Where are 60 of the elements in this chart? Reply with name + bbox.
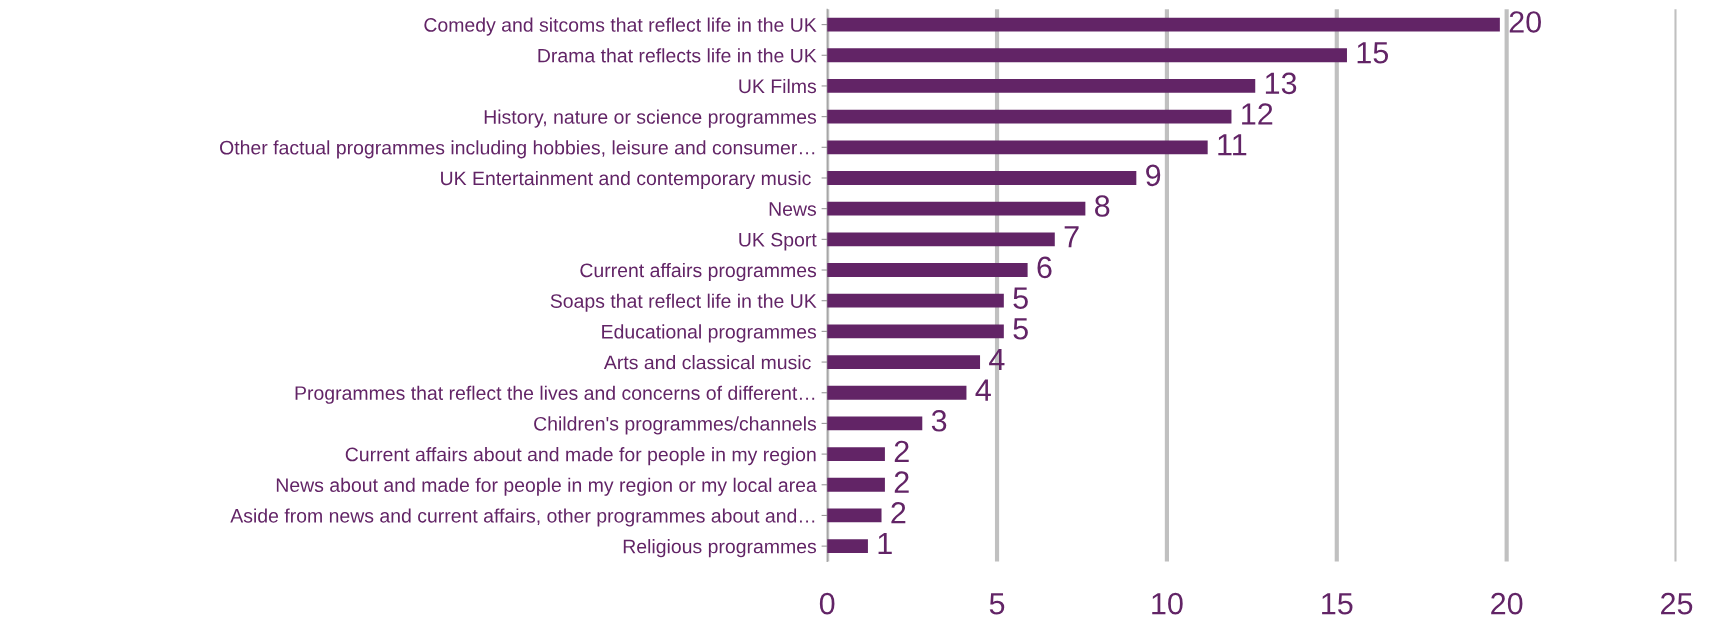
data-label: 5 — [1013, 287, 1028, 309]
y-tick-label: Religious programmes — [623, 539, 817, 558]
y-tick-label: Children's programmes/channels — [534, 416, 817, 435]
y-tick-label: Other factual programmes including hobbies, leisure and consumer… — [220, 140, 815, 159]
x-tick-label: 25 — [1661, 592, 1693, 615]
y-tick-label: Aside from news and current affairs, other programmes about and… — [230, 508, 815, 527]
bar — [827, 539, 868, 554]
bar — [827, 447, 885, 461]
data-label: 4 — [975, 379, 991, 401]
bar — [827, 48, 1347, 63]
bar — [827, 416, 923, 431]
y-tick-label: Arts and classical music — [603, 355, 811, 370]
y-tick-label: UK Sport — [739, 232, 817, 251]
data-label: 2 — [894, 471, 909, 493]
y-tick-label: News about and made for people in my region or my local area — [276, 477, 817, 496]
data-label: 8 — [1095, 195, 1110, 217]
y-tick-label: Drama that reflects life in the UK — [538, 48, 817, 63]
x-tick-label: 0 — [819, 592, 835, 615]
bar — [827, 385, 967, 400]
bar — [827, 232, 1055, 247]
data-label: 3 — [931, 409, 947, 432]
data-label: 1 — [878, 533, 892, 555]
x-tick-label: 20 — [1491, 592, 1523, 615]
y-tick-label: UK Entertainment and contemporary music — [441, 170, 811, 190]
bar — [827, 201, 1086, 216]
y-tick-label: History, nature or science programmes — [484, 109, 817, 128]
data-label: 6 — [1037, 256, 1052, 279]
y-tick-label: News — [769, 202, 817, 216]
data-label: 13 — [1265, 72, 1297, 95]
data-label: 20 — [1509, 11, 1541, 33]
bar — [827, 171, 1137, 185]
y-tick-label: Educational programmes — [602, 324, 817, 343]
x-tick-label: 10 — [1152, 592, 1183, 615]
bar — [827, 263, 1028, 277]
data-label: 12 — [1242, 103, 1273, 125]
y-tick-label: Comedy and sitcoms that reflect life in the UK — [424, 17, 817, 36]
data-label: 5 — [1013, 318, 1028, 340]
x-tick-label: 15 — [1322, 593, 1353, 615]
x-tick-label: 5 — [989, 593, 1005, 615]
bar — [827, 355, 981, 369]
bar — [827, 140, 1208, 155]
bar — [827, 508, 882, 523]
y-tick-label: Current affairs about and made for people in my region — [345, 447, 816, 466]
bar — [827, 79, 1256, 93]
bar — [827, 324, 1004, 339]
y-tick-label: Programmes that reflect the lives and concerns of different… — [295, 385, 815, 404]
y-tick-label: UK Films — [739, 78, 817, 94]
y-tick-label: Current affairs programmes — [580, 262, 817, 282]
data-label: 7 — [1064, 226, 1079, 248]
y-tick-label: Soaps that reflect life in the UK — [550, 293, 817, 312]
bar — [827, 477, 885, 492]
bar — [827, 293, 1004, 308]
bar — [827, 109, 1232, 124]
data-label: 2 — [891, 502, 906, 524]
data-label: 11 — [1218, 134, 1247, 156]
data-label: 2 — [894, 440, 909, 462]
bar — [827, 17, 1500, 32]
data-label: 9 — [1146, 164, 1161, 187]
data-label: 15 — [1357, 42, 1389, 64]
data-label: 4 — [989, 348, 1005, 370]
